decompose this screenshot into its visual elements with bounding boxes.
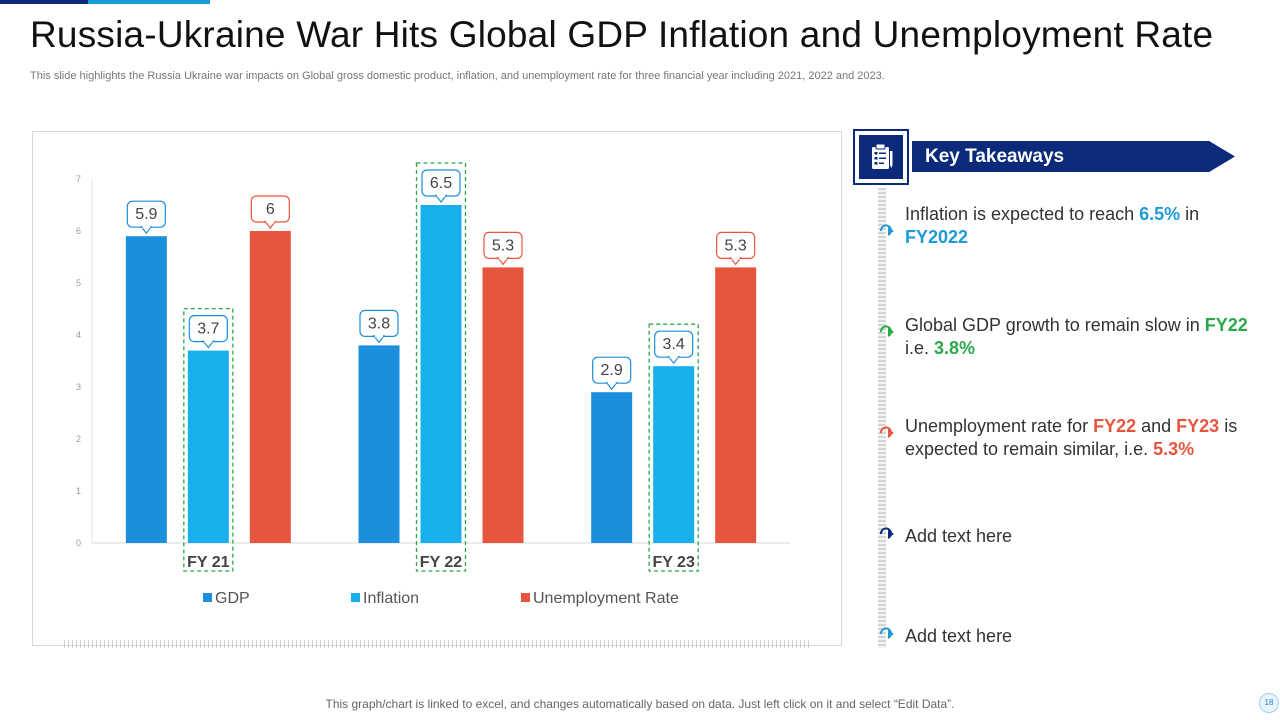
bar-inflation: [187, 350, 229, 543]
data-label-pointer-mask: [142, 225, 151, 229]
takeaway-3-highlight-a: FY22: [1093, 416, 1137, 436]
bar-gdp: [591, 392, 633, 543]
data-label: 2.9: [601, 362, 623, 379]
page-subtitle: This slide highlights the Russia Ukraine…: [30, 70, 885, 82]
data-label-pointer-mask: [607, 381, 616, 385]
top-accent-bar-blue: [88, 0, 210, 4]
arrow-blue-icon: [880, 224, 894, 236]
data-label: 3.4: [663, 336, 685, 353]
legend-swatch: [351, 593, 360, 602]
data-label: 5.9: [135, 206, 157, 223]
data-label-pointer-mask: [499, 256, 507, 260]
takeaway-2-text-b: i.e.: [905, 338, 935, 358]
takeaways-timeline: [878, 188, 886, 648]
takeaway-2-highlight-a: FY22: [1204, 315, 1248, 335]
bar-inflation: [420, 205, 462, 543]
takeaways-icon-box: [853, 129, 909, 185]
bar-unemployment-rate: [249, 231, 291, 543]
takeaway-item-1: Inflation is expected to reach 6.5% in F…: [905, 203, 1265, 249]
arrow-navy-icon: [880, 527, 894, 539]
x-tick-label: FY 21: [187, 554, 230, 571]
data-label: 3.7: [197, 321, 219, 338]
takeaways-title: Key Takeaways: [925, 146, 1065, 167]
y-tick-label: 3: [76, 382, 81, 392]
highlight-box: [415, 162, 467, 572]
y-tick-label: 7: [76, 174, 81, 184]
takeaway-3-text-b: and: [1136, 416, 1177, 436]
takeaway-3-highlight-c: 5.3%: [1153, 439, 1195, 459]
data-label-pointer-mask: [375, 334, 383, 338]
x-tick-label: FY 22: [420, 554, 463, 571]
data-label: 5.3: [725, 237, 747, 254]
takeaway-1-text-a: Inflation is expected to reach: [905, 204, 1140, 224]
footer-note: This graph/chart is linked to excel, and…: [325, 697, 955, 711]
takeaway-2-highlight-b: 3.8%: [934, 338, 976, 358]
takeaway-1-highlight-a: 6.5%: [1139, 204, 1181, 224]
highlight-box: [648, 323, 699, 572]
data-label-pointer-mask: [437, 194, 445, 197]
takeaway-3-text-c: is expected to remain similar, i.e.: [905, 416, 1238, 459]
takeaway-item-2: Global GDP growth to remain slow in FY22…: [905, 314, 1265, 360]
page-number: 18: [1259, 693, 1279, 713]
bar-unemployment-rate: [482, 267, 524, 543]
y-tick-label: 2: [76, 434, 81, 444]
takeaway-3-highlight-b: FY23: [1176, 416, 1220, 436]
takeaway-item-4[interactable]: Add text here: [905, 526, 1013, 546]
takeaway-1-text-b: in: [1180, 204, 1200, 224]
data-label: 6.5: [430, 175, 452, 192]
arrow-green-icon: [880, 325, 894, 337]
data-label-pointer-mask: [731, 256, 740, 260]
y-tick-label: 0: [76, 538, 81, 548]
data-label-pointer-mask: [204, 340, 213, 343]
data-label-pointer-mask: [266, 220, 275, 223]
arrow-blue-icon: [880, 627, 894, 639]
top-accent-bar-navy: [0, 0, 88, 4]
data-label: 3.8: [368, 315, 390, 332]
x-tick-label: FY 23: [652, 554, 695, 571]
takeaway-item-5[interactable]: Add text here: [905, 626, 1013, 646]
bar-gdp: [125, 236, 167, 543]
chart-panel[interactable]: 0 1 2 3 4 5 6 7 5.9 3.7 6 FY 21 3.8 6.5 5.3 FY 22 2.9 3.4…: [32, 131, 842, 646]
takeaway-1-highlight-b: FY2022: [905, 227, 969, 247]
y-tick-label: 5: [76, 278, 81, 288]
bar-gdp: [358, 345, 400, 543]
legend-label: Inflation: [363, 590, 419, 607]
takeaway-3-text-a: Unemployment rate for: [905, 416, 1094, 436]
highlight-box: [183, 307, 234, 572]
legend-swatch: [521, 593, 530, 602]
bar-chart[interactable]: 0 1 2 3 4 5 6 7 5.9 3.7 6 FY 21 3.8 6.5 5.3 FY 22 2.9 3.4…: [33, 132, 841, 645]
legend-label: Unemployment Rate: [533, 590, 679, 607]
arrow-red-icon: [880, 426, 894, 438]
takeaway-2-text-a: Global GDP growth to remain slow in: [905, 315, 1205, 335]
legend-label: GDP: [215, 590, 250, 607]
legend-swatch: [203, 593, 212, 602]
bar-inflation: [653, 366, 695, 543]
clipboard-icon: [872, 143, 893, 169]
data-label-pointer-mask: [669, 355, 678, 359]
decorative-stripe: [64, 640, 812, 648]
takeaway-item-3: Unemployment rate for FY22 and FY23 is e…: [905, 415, 1265, 461]
bar-unemployment-rate: [715, 267, 757, 543]
takeaways-banner: Key Takeaways: [912, 141, 1235, 172]
page-title: Russia-Ukraine War Hits Global GDP Infla…: [30, 14, 1214, 55]
data-label: 5.3: [492, 237, 514, 254]
data-label: 6: [266, 201, 275, 218]
y-tick-label: 4: [76, 330, 81, 340]
y-tick-label: 6: [76, 226, 81, 236]
y-tick-label: 1: [76, 486, 81, 496]
